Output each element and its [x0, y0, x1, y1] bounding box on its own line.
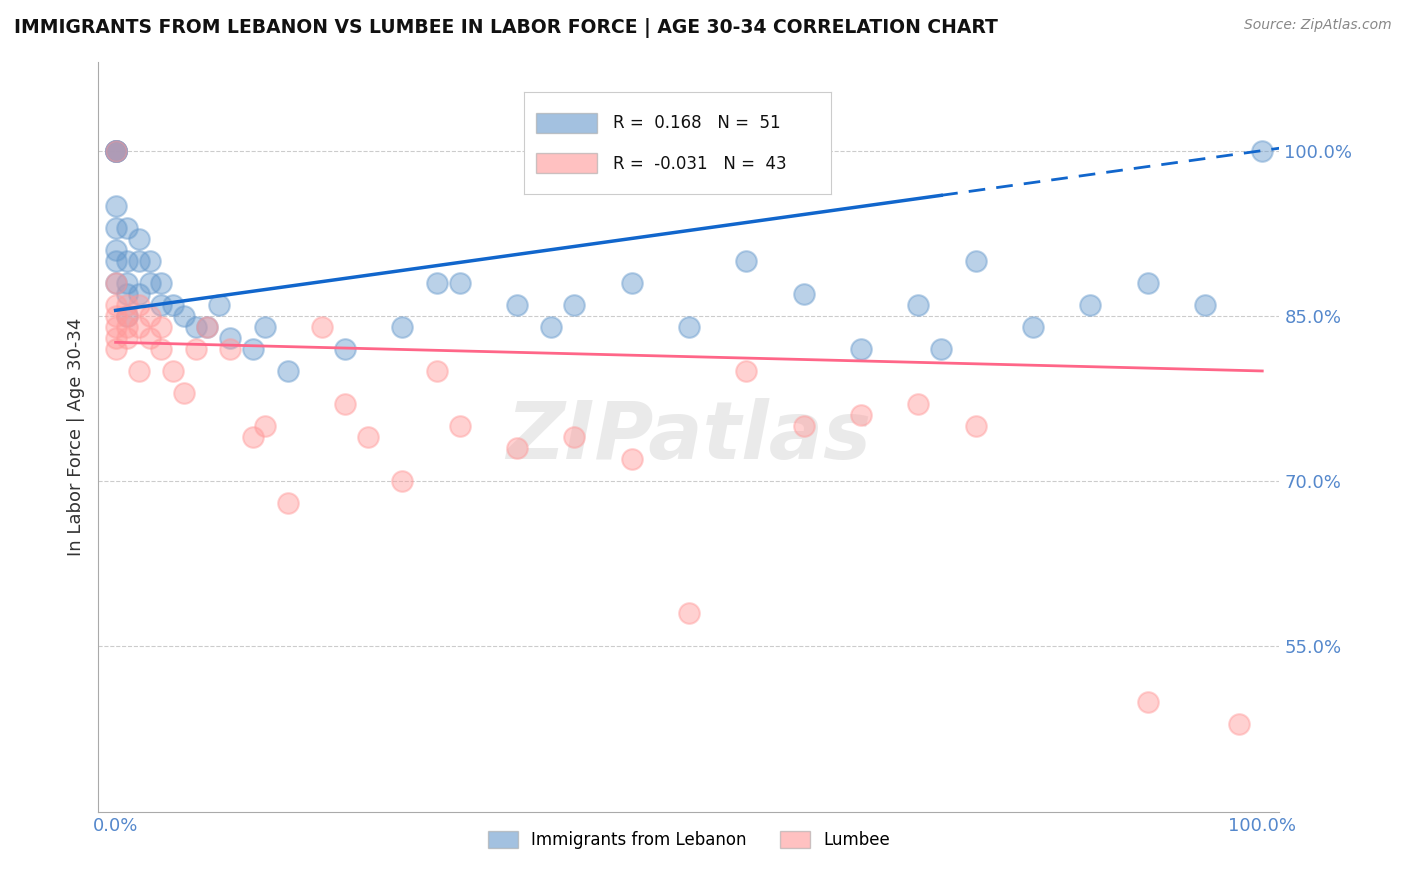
Point [184, 319, 207, 334]
Point [115, 309, 138, 323]
Point [793, 419, 815, 434]
Point [139, 331, 162, 345]
Point [150, 319, 173, 334]
Point [128, 364, 150, 378]
Point [173, 309, 195, 323]
Point [506, 441, 529, 455]
Point [104, 309, 127, 323]
Point [426, 364, 449, 378]
Point [104, 243, 127, 257]
Point [678, 607, 700, 621]
Point [540, 319, 562, 334]
Point [150, 276, 173, 290]
Point [1078, 298, 1101, 312]
Point [104, 220, 127, 235]
Point [253, 319, 276, 334]
Point [208, 298, 231, 312]
Point [162, 364, 184, 378]
Point [115, 331, 138, 345]
Point [104, 253, 127, 268]
Text: Source: ZipAtlas.com: Source: ZipAtlas.com [1244, 18, 1392, 32]
Point [115, 298, 138, 312]
Point [253, 419, 276, 434]
Point [162, 298, 184, 312]
Point [965, 253, 987, 268]
Point [277, 364, 299, 378]
Point [128, 319, 150, 334]
Point [128, 232, 150, 246]
Text: IMMIGRANTS FROM LEBANON VS LUMBEE IN LABOR FORCE | AGE 30-34 CORRELATION CHART: IMMIGRANTS FROM LEBANON VS LUMBEE IN LAB… [14, 18, 998, 37]
Point [139, 309, 162, 323]
Point [849, 342, 872, 356]
Point [115, 286, 138, 301]
Point [242, 342, 264, 356]
Point [104, 144, 127, 158]
Point [104, 144, 127, 158]
Point [104, 319, 127, 334]
Point [620, 452, 643, 467]
Point [333, 342, 356, 356]
Point [128, 286, 150, 301]
Point [128, 253, 150, 268]
Point [219, 342, 242, 356]
Point [391, 319, 413, 334]
Point [115, 220, 138, 235]
Point [1194, 298, 1216, 312]
Point [115, 309, 138, 323]
Y-axis label: In Labor Force | Age 30-34: In Labor Force | Age 30-34 [66, 318, 84, 557]
Point [150, 342, 173, 356]
Point [929, 342, 952, 356]
Point [1136, 276, 1159, 290]
Point [562, 298, 585, 312]
Point [506, 298, 529, 312]
Point [195, 319, 218, 334]
Point [184, 342, 207, 356]
Point [104, 276, 127, 290]
Point [104, 144, 127, 158]
Point [907, 397, 929, 411]
Point [104, 342, 127, 356]
Point [1136, 694, 1159, 708]
Point [1022, 319, 1045, 334]
Legend: Immigrants from Lebanon, Lumbee: Immigrants from Lebanon, Lumbee [481, 824, 897, 855]
Point [965, 419, 987, 434]
Point [357, 430, 380, 444]
Point [1251, 144, 1274, 158]
Point [391, 474, 413, 488]
Point [195, 319, 218, 334]
Point [793, 286, 815, 301]
Point [849, 408, 872, 422]
Point [150, 298, 173, 312]
Text: ZIPatlas: ZIPatlas [506, 398, 872, 476]
Point [277, 496, 299, 510]
Point [735, 364, 758, 378]
Point [219, 331, 242, 345]
Point [115, 253, 138, 268]
Point [907, 298, 929, 312]
Point [139, 276, 162, 290]
Point [426, 276, 449, 290]
Point [139, 253, 162, 268]
Point [735, 253, 758, 268]
Point [104, 199, 127, 213]
Point [104, 276, 127, 290]
Point [104, 298, 127, 312]
Point [449, 419, 471, 434]
Point [104, 144, 127, 158]
Point [449, 276, 471, 290]
Point [128, 298, 150, 312]
Point [620, 276, 643, 290]
Point [678, 319, 700, 334]
Point [333, 397, 356, 411]
Point [104, 331, 127, 345]
Point [311, 319, 333, 334]
Point [104, 144, 127, 158]
Point [173, 386, 195, 401]
Point [242, 430, 264, 444]
Point [115, 319, 138, 334]
Point [562, 430, 585, 444]
Point [115, 276, 138, 290]
Point [1227, 716, 1250, 731]
Point [104, 144, 127, 158]
